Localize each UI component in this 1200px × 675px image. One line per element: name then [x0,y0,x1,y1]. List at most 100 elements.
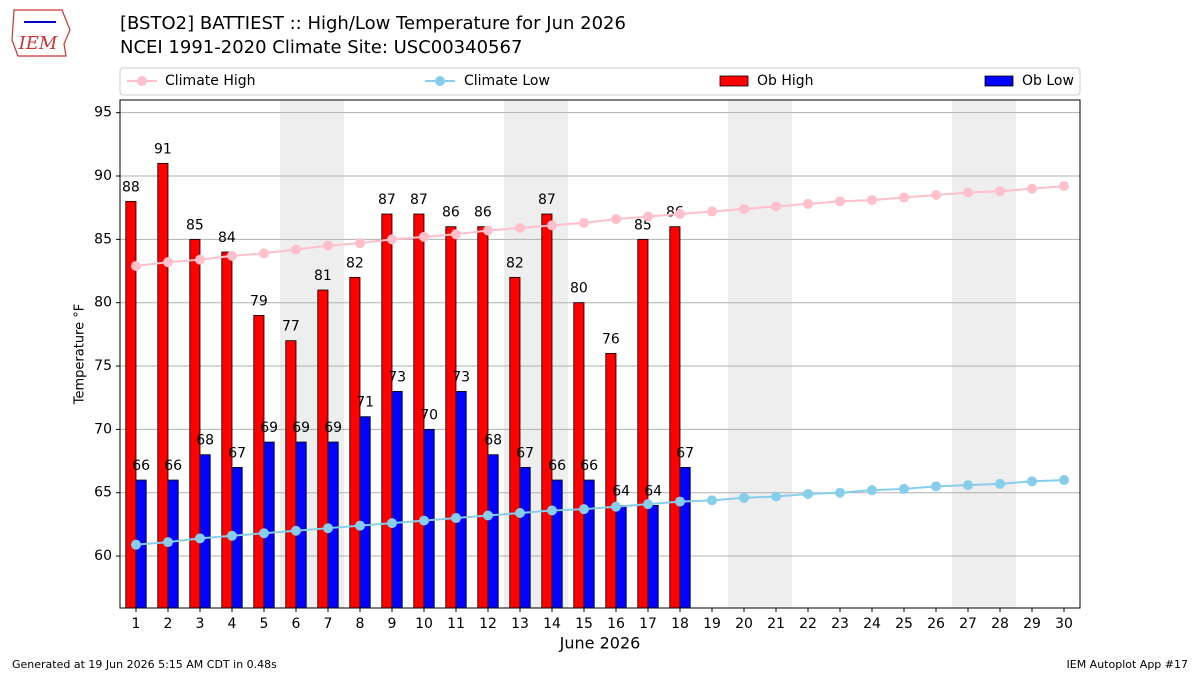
data-label: 73 [452,369,470,385]
weekend-shade [984,100,1016,608]
x-tick-label: 25 [895,616,913,632]
marker [579,504,589,515]
x-tick-label: 5 [260,616,269,632]
legend-label: Climate High [165,73,256,89]
marker [291,244,301,255]
data-label: 82 [506,255,524,271]
marker [419,515,429,526]
marker [899,192,909,203]
marker [963,187,973,198]
marker [323,523,333,534]
bar [263,441,275,609]
data-label: 70 [420,407,438,423]
marker [835,487,845,498]
marker [515,507,525,518]
data-label: 86 [474,205,492,221]
y-tick-label: 90 [94,168,112,184]
marker [675,209,685,220]
marker [259,248,269,259]
bar [615,504,627,609]
x-tick-label: 4 [228,616,237,632]
data-label: 66 [164,458,182,474]
marker [643,211,653,222]
y-axis-label: Temperature °F [73,304,88,405]
weekend-shade [728,100,760,608]
x-tick-label: 18 [671,616,689,632]
legend-label: Climate Low [464,73,550,89]
x-tick-label: 28 [991,616,1009,632]
x-tick-label: 22 [799,616,817,632]
data-label: 71 [356,395,374,411]
data-label: 67 [516,445,534,461]
x-tick-label: 19 [703,616,721,632]
data-label: 69 [292,420,310,436]
x-axis-label: June 2026 [559,634,641,653]
marker [931,481,941,492]
data-label: 79 [250,293,268,309]
data-label: 66 [548,458,566,474]
marker [1059,181,1069,192]
data-label: 87 [410,192,428,208]
x-tick-label: 26 [927,616,945,632]
x-tick-label: 17 [639,616,657,632]
marker [483,510,493,521]
bar [637,238,649,609]
x-tick-label: 24 [863,616,881,632]
bar [349,276,361,609]
data-label: 67 [228,445,246,461]
x-tick-label: 13 [511,616,529,632]
data-label: 81 [314,268,332,284]
marker [323,240,333,251]
x-tick-label: 21 [767,616,785,632]
data-label: 85 [186,217,204,233]
data-label: 73 [388,369,406,385]
chart-subtitle: NCEI 1991-2020 Climate Site: USC00340567 [120,37,522,58]
bar [391,390,403,609]
marker [739,203,749,214]
footer-right: IEM Autoplot App #17 [1067,658,1189,671]
y-tick-label: 65 [94,485,112,501]
marker [707,206,717,217]
marker [355,520,365,531]
legend-box [119,67,1081,96]
legend-swatch [719,75,749,87]
marker [835,196,845,207]
marker [803,488,813,499]
marker [451,229,461,240]
y-tick-label: 75 [94,358,112,374]
data-label: 64 [612,483,630,499]
bar [381,213,393,609]
data-label: 64 [644,483,662,499]
marker [611,214,621,225]
x-tick-label: 3 [196,616,205,632]
data-label: 69 [324,420,342,436]
marker [675,496,685,507]
data-label: 66 [132,458,150,474]
legend-label: Ob High [757,73,814,89]
x-tick-label: 2 [164,616,173,632]
marker [547,220,557,231]
legend-marker [137,76,147,86]
y-tick-label: 95 [94,105,112,121]
bar [541,213,553,609]
bar [199,454,211,609]
x-tick-label: 29 [1023,616,1041,632]
data-label: 80 [570,281,588,297]
data-label: 87 [378,192,396,208]
marker [1027,183,1037,194]
marker [931,190,941,201]
x-tick-label: 20 [735,616,753,632]
x-tick-label: 16 [607,616,625,632]
x-tick-label: 9 [388,616,397,632]
y-tick-label: 70 [94,421,112,437]
footer-left: Generated at 19 Jun 2026 5:15 AM CDT in … [12,658,277,671]
bar [509,276,521,609]
weekend-shade [760,100,792,608]
data-label: 68 [484,433,502,449]
marker [131,539,141,550]
bar [487,454,499,609]
bar [573,302,585,609]
marker [771,201,781,212]
bar [679,466,691,609]
data-label: 91 [154,141,172,157]
